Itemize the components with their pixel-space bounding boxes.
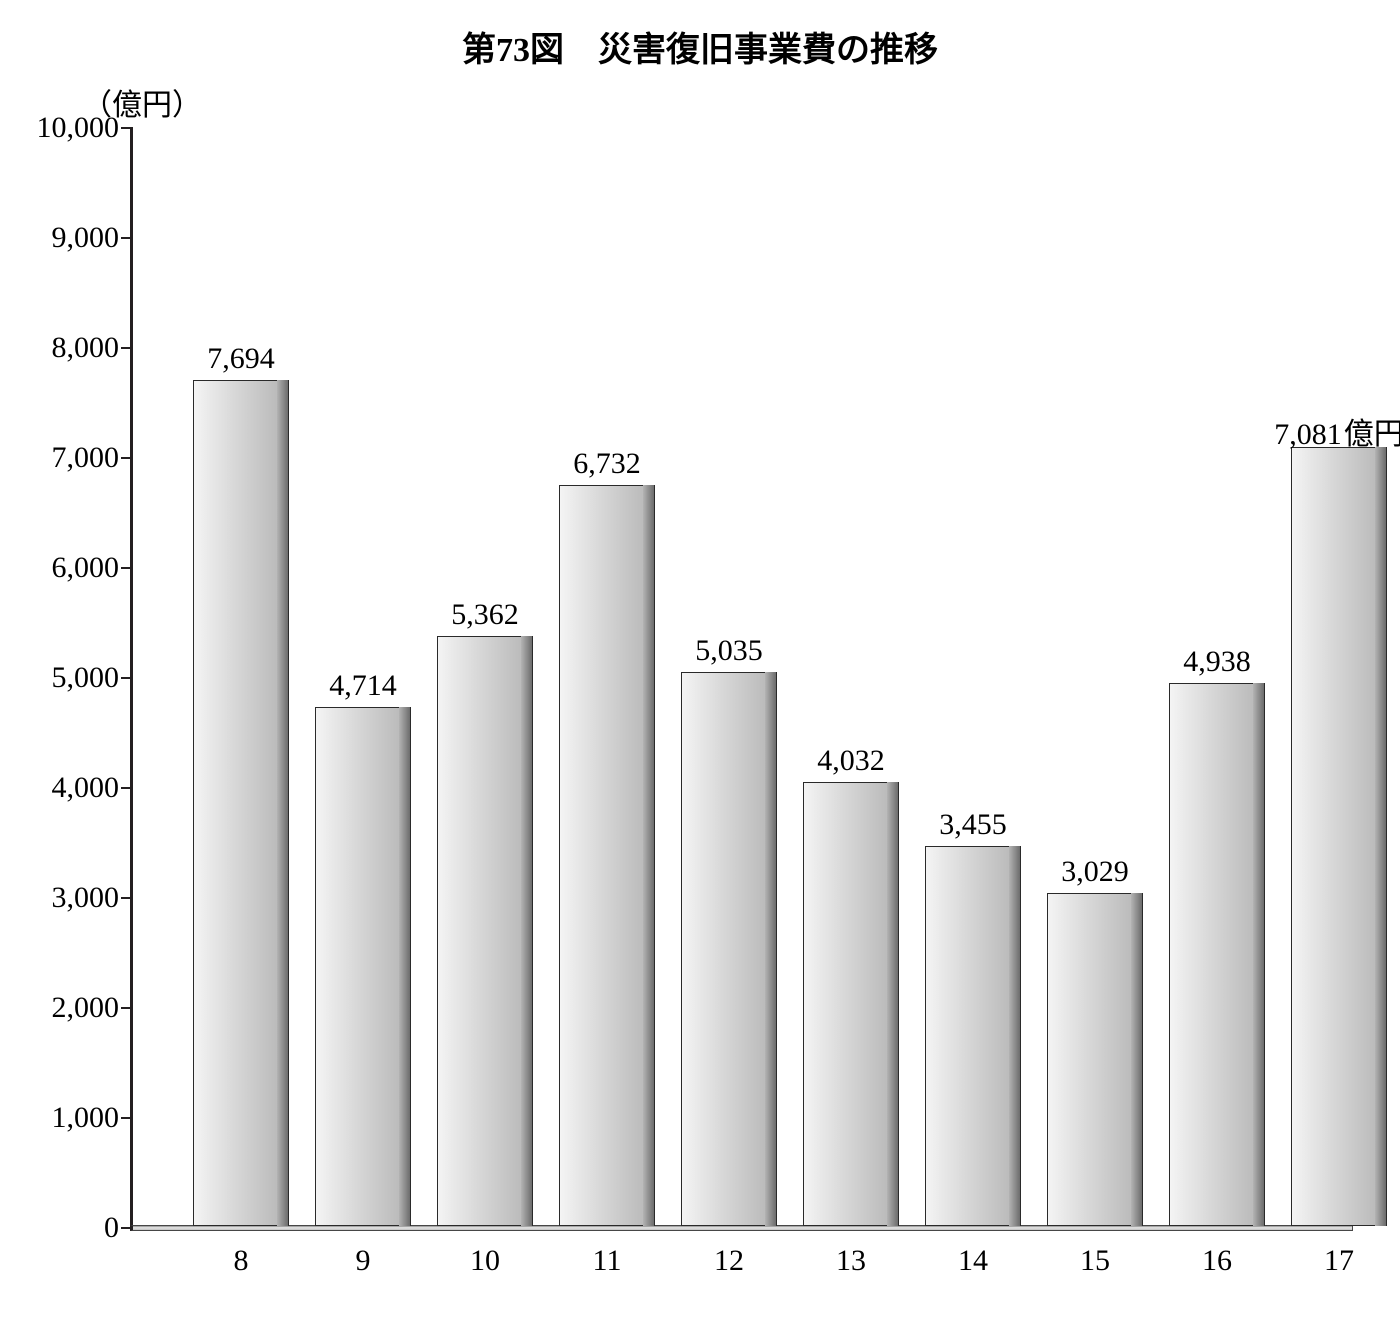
bar <box>193 380 289 1226</box>
bar-edge <box>1009 846 1021 1226</box>
bar <box>559 485 655 1226</box>
bar <box>925 846 1021 1226</box>
bar-value-number: 4,032 <box>817 744 885 777</box>
y-tick-label: 0 <box>104 1211 133 1245</box>
y-tick-label: 5,000 <box>52 661 134 695</box>
bar-value-number: 5,362 <box>451 598 519 631</box>
bar-edge <box>521 636 533 1226</box>
bar-face <box>437 636 533 1226</box>
chart-page: 第73図 災害復旧事業費の推移 （億円） 01,0002,0003,0004,0… <box>0 0 1400 1318</box>
bar <box>437 636 533 1226</box>
bar-value-label: 5,035 <box>695 634 763 668</box>
bar-value-number: 7,081 <box>1274 418 1342 451</box>
y-tick-label: 3,000 <box>52 881 134 915</box>
bar-face <box>1169 683 1265 1226</box>
bar <box>1047 893 1143 1226</box>
bar-edge <box>277 380 289 1226</box>
bar-face <box>925 846 1021 1226</box>
y-tick-label: 4,000 <box>52 771 134 805</box>
bar-face <box>193 380 289 1226</box>
bar-value-label: 5,362 <box>451 598 519 632</box>
bar-value-number: 4,714 <box>329 669 397 702</box>
bar-value-label: 4,938 <box>1183 645 1251 679</box>
bar <box>681 672 777 1226</box>
bar-edge <box>643 485 655 1226</box>
plot-area: 01,0002,0003,0004,0005,0006,0007,0008,00… <box>130 128 1353 1228</box>
bar-value-number: 7,694 <box>207 342 275 375</box>
bar-value-label: 7,694 <box>207 342 275 376</box>
x-tick-label: 16 <box>1202 1244 1232 1278</box>
bar-value-number: 4,938 <box>1183 645 1251 678</box>
x-tick-label: 13 <box>836 1244 866 1278</box>
bar-face <box>803 782 899 1226</box>
x-tick-label: 15 <box>1080 1244 1110 1278</box>
y-tick-label: 7,000 <box>52 441 134 475</box>
bar-edge <box>1253 683 1265 1226</box>
bar-face <box>315 707 411 1226</box>
bar-value-label: 4,714 <box>329 669 397 703</box>
bar-face <box>1047 893 1143 1226</box>
x-tick-label: 17 <box>1324 1244 1354 1278</box>
x-tick-label: 12 <box>714 1244 744 1278</box>
bar <box>1169 683 1265 1226</box>
bar-face <box>1291 447 1387 1226</box>
y-tick-label: 2,000 <box>52 991 134 1025</box>
bar-edge <box>1131 893 1143 1226</box>
y-tick-label: 8,000 <box>52 331 134 365</box>
x-tick-label: 14 <box>958 1244 988 1278</box>
bar-value-label: 6,732 <box>573 447 641 481</box>
bar-value-label: 3,455 <box>939 808 1007 842</box>
bar-edge <box>887 782 899 1226</box>
y-tick-label: 1,000 <box>52 1101 134 1135</box>
y-tick-label: 6,000 <box>52 551 134 585</box>
bar-value-number: 3,455 <box>939 808 1007 841</box>
bar-value-number: 5,035 <box>695 634 763 667</box>
bar-value-label: 7,081億円 <box>1274 409 1400 453</box>
bar-value-number: 3,029 <box>1061 855 1129 888</box>
bar <box>315 707 411 1226</box>
y-tick-label: 9,000 <box>52 221 134 255</box>
x-tick-label: 9 <box>356 1244 371 1278</box>
bar-edge <box>1375 447 1387 1226</box>
bar-value-label: 4,032 <box>817 744 885 778</box>
x-tick-label: 10 <box>470 1244 500 1278</box>
chart-title: 第73図 災害復旧事業費の推移 <box>0 22 1400 71</box>
bar-value-unit: 億円 <box>1344 418 1400 451</box>
x-tick-label: 11 <box>593 1244 622 1278</box>
x-tick-label: 8 <box>234 1244 249 1278</box>
bar-face <box>559 485 655 1226</box>
x-axis-unit-label: （年度） <box>1394 1244 1400 1288</box>
bar-value-number: 6,732 <box>573 447 641 480</box>
bar-edge <box>765 672 777 1226</box>
bar-edge <box>399 707 411 1226</box>
bar <box>1291 447 1387 1226</box>
bar-value-label: 3,029 <box>1061 855 1129 889</box>
y-tick-label: 10,000 <box>37 111 134 145</box>
bar <box>803 782 899 1226</box>
bar-face <box>681 672 777 1226</box>
